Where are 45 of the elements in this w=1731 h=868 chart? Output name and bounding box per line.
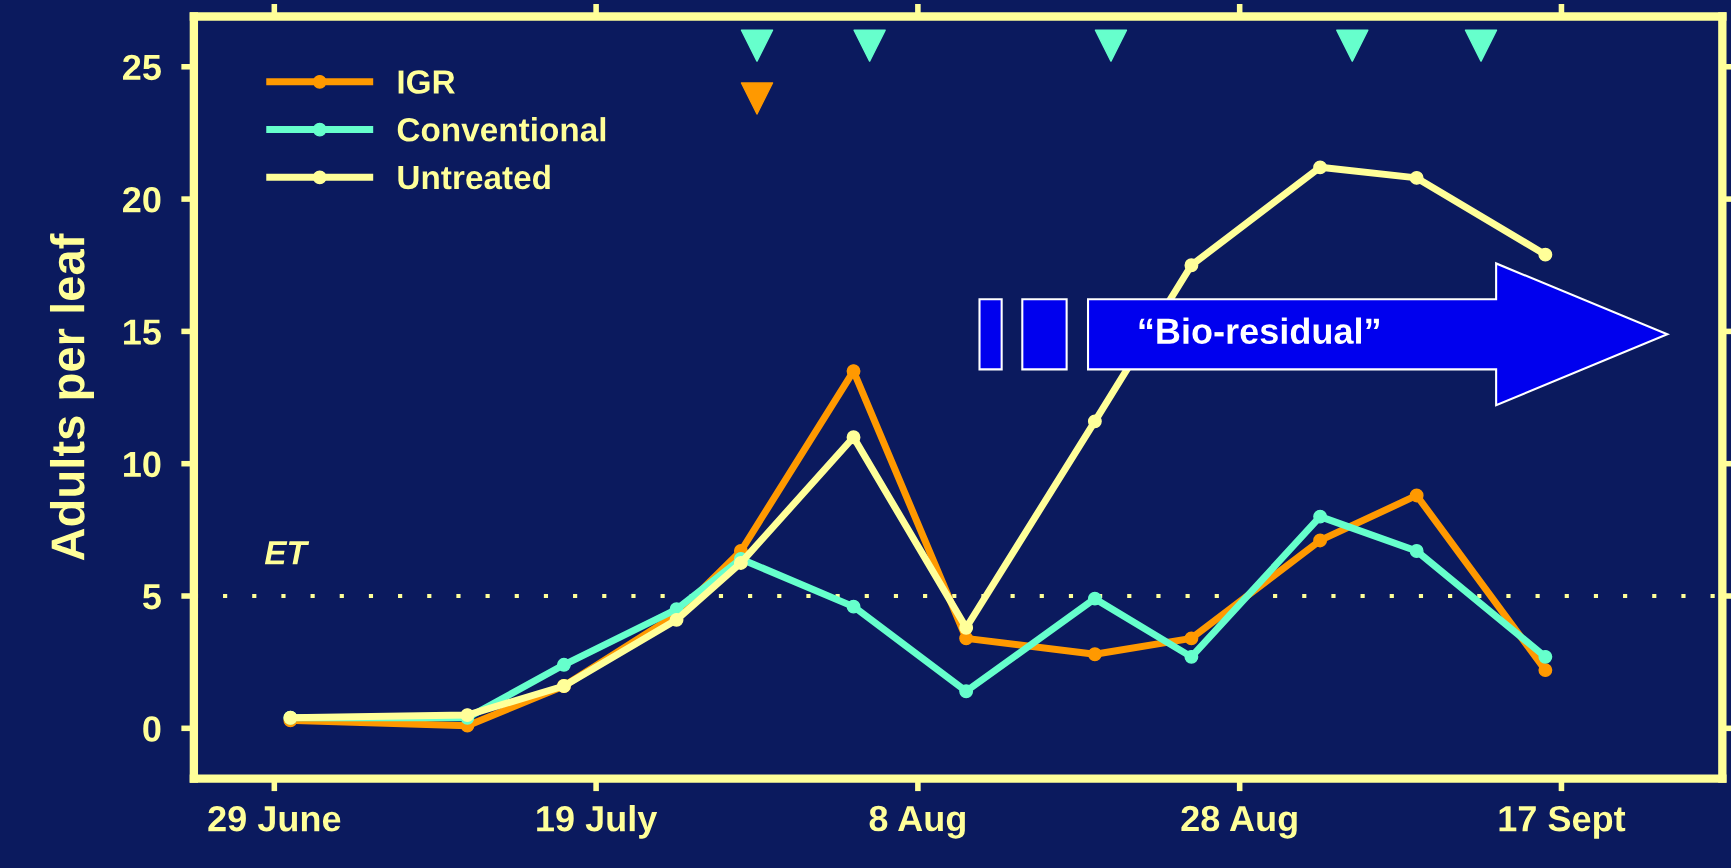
point: [733, 555, 748, 570]
point: [1313, 533, 1328, 548]
point: [959, 684, 974, 699]
y-tick-label: 25: [123, 54, 161, 81]
point: [846, 599, 861, 614]
point: [1409, 544, 1424, 558]
x-tick-label: 28 Aug: [1181, 805, 1297, 839]
point: [1336, 29, 1369, 62]
point: [1538, 663, 1553, 678]
y-tick-label: 15: [124, 319, 161, 345]
point: [1409, 170, 1424, 185]
y-axis-title: Adults per leaf: [49, 233, 94, 561]
x-tick-label: 8 Aug: [869, 805, 965, 839]
x-tick-label: 19 July: [537, 804, 658, 839]
y-tick-label: 0: [143, 716, 161, 742]
point: [1087, 647, 1102, 662]
point: [1184, 631, 1199, 646]
point: [1087, 414, 1102, 429]
x-tick-label: 29 June: [208, 805, 341, 832]
point: [740, 29, 774, 62]
ref-line-label: ET: [264, 541, 310, 565]
annotation: “Bio-residual”: [1139, 317, 1379, 344]
x-tick-label: 17 Sept: [1499, 805, 1626, 839]
point: [1184, 258, 1199, 273]
point: [740, 82, 774, 115]
point: [1087, 591, 1102, 606]
y-tick-label: 10: [124, 451, 161, 478]
point: [1538, 247, 1553, 262]
point: [846, 430, 861, 445]
point: [1313, 160, 1328, 175]
point: [853, 29, 886, 62]
legend-label: Conventional: [397, 117, 606, 142]
y-tick-label: 20: [123, 186, 161, 213]
legend-label: IGR: [398, 70, 455, 94]
point: [959, 620, 974, 635]
point: [1313, 509, 1328, 524]
point: [1464, 29, 1498, 62]
point: [1538, 649, 1553, 664]
legend-label: Untreated: [398, 164, 550, 190]
point: [556, 657, 571, 672]
point: [1409, 488, 1424, 503]
point: [1094, 29, 1128, 62]
y-tick-label: 5: [142, 584, 161, 610]
point: [1184, 649, 1199, 664]
point: [669, 612, 684, 627]
